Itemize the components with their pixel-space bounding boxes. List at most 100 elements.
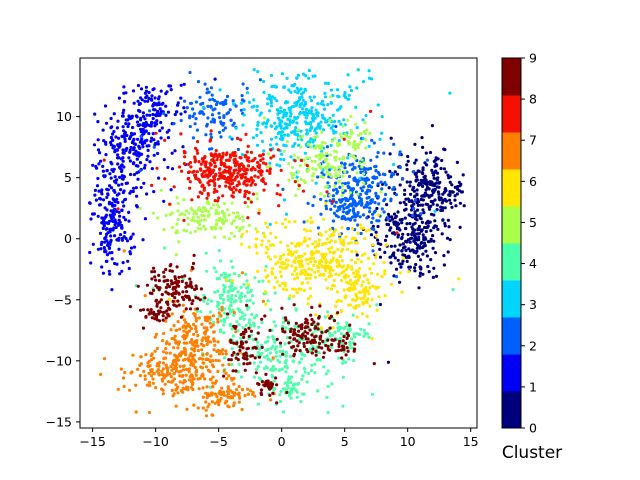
point bbox=[302, 220, 306, 224]
point bbox=[227, 362, 231, 367]
point bbox=[228, 170, 232, 174]
point bbox=[263, 235, 267, 239]
point bbox=[326, 314, 330, 318]
point bbox=[128, 305, 132, 309]
point bbox=[99, 372, 103, 376]
point bbox=[240, 311, 244, 315]
colorbar-tick-label: 7 bbox=[529, 133, 537, 148]
point bbox=[282, 158, 286, 162]
point bbox=[337, 139, 341, 143]
point bbox=[441, 218, 445, 222]
point bbox=[138, 206, 142, 210]
point bbox=[274, 350, 278, 354]
point bbox=[203, 227, 208, 231]
point bbox=[189, 231, 193, 235]
point bbox=[325, 120, 329, 124]
point bbox=[120, 236, 124, 241]
point bbox=[242, 107, 246, 112]
point bbox=[284, 364, 289, 368]
point bbox=[412, 207, 416, 211]
point bbox=[317, 341, 322, 346]
point bbox=[255, 143, 260, 147]
point bbox=[276, 260, 280, 264]
point bbox=[162, 356, 166, 361]
point bbox=[354, 105, 358, 109]
point bbox=[259, 388, 264, 392]
point bbox=[320, 130, 324, 134]
cluster-9-points bbox=[128, 253, 376, 405]
point bbox=[197, 316, 201, 320]
point bbox=[264, 264, 268, 269]
point bbox=[209, 86, 213, 90]
point bbox=[325, 329, 329, 333]
point bbox=[224, 184, 228, 188]
point bbox=[156, 140, 160, 144]
point bbox=[261, 152, 265, 156]
point bbox=[181, 335, 185, 339]
point bbox=[112, 198, 116, 202]
point bbox=[333, 136, 337, 140]
point bbox=[224, 275, 228, 280]
point bbox=[268, 257, 273, 261]
point bbox=[145, 192, 149, 196]
point bbox=[322, 365, 326, 369]
x-axis: −15 −10 −5 0 5 10 15 bbox=[79, 428, 479, 449]
point bbox=[429, 229, 433, 233]
point bbox=[245, 299, 249, 303]
point bbox=[318, 260, 322, 264]
point bbox=[140, 137, 144, 141]
point bbox=[256, 331, 260, 335]
point bbox=[152, 356, 156, 360]
point bbox=[303, 370, 307, 374]
point bbox=[177, 340, 181, 344]
point bbox=[221, 151, 225, 155]
point bbox=[341, 214, 346, 219]
point bbox=[424, 178, 428, 182]
point bbox=[290, 176, 295, 180]
point bbox=[376, 103, 380, 107]
point bbox=[278, 341, 283, 345]
point bbox=[191, 356, 195, 360]
point bbox=[132, 137, 136, 141]
point bbox=[432, 266, 436, 270]
point bbox=[319, 233, 323, 237]
point bbox=[169, 364, 173, 369]
point bbox=[324, 230, 328, 234]
point bbox=[256, 340, 260, 344]
point bbox=[432, 176, 436, 180]
point bbox=[154, 315, 159, 319]
point bbox=[334, 181, 338, 185]
y-tick-label: −10 bbox=[46, 353, 72, 368]
point bbox=[207, 402, 211, 406]
point bbox=[408, 180, 412, 184]
point bbox=[170, 269, 174, 273]
point bbox=[316, 243, 321, 248]
point bbox=[361, 172, 366, 176]
point bbox=[271, 356, 275, 360]
point bbox=[213, 187, 217, 191]
point bbox=[400, 262, 404, 266]
point bbox=[374, 255, 378, 260]
point bbox=[364, 191, 368, 195]
point bbox=[240, 291, 244, 295]
point bbox=[300, 336, 304, 340]
point bbox=[245, 183, 249, 187]
point bbox=[357, 142, 361, 146]
point bbox=[392, 185, 396, 190]
point bbox=[295, 395, 299, 399]
point bbox=[357, 267, 361, 271]
point bbox=[142, 181, 146, 185]
point bbox=[324, 277, 328, 282]
point bbox=[173, 112, 177, 117]
point bbox=[232, 272, 237, 276]
point bbox=[300, 323, 304, 327]
point bbox=[287, 123, 292, 127]
point bbox=[195, 368, 199, 373]
point bbox=[347, 93, 351, 97]
point bbox=[175, 355, 179, 359]
point bbox=[278, 257, 282, 261]
point bbox=[159, 188, 163, 192]
point bbox=[417, 224, 422, 229]
point bbox=[309, 273, 313, 277]
